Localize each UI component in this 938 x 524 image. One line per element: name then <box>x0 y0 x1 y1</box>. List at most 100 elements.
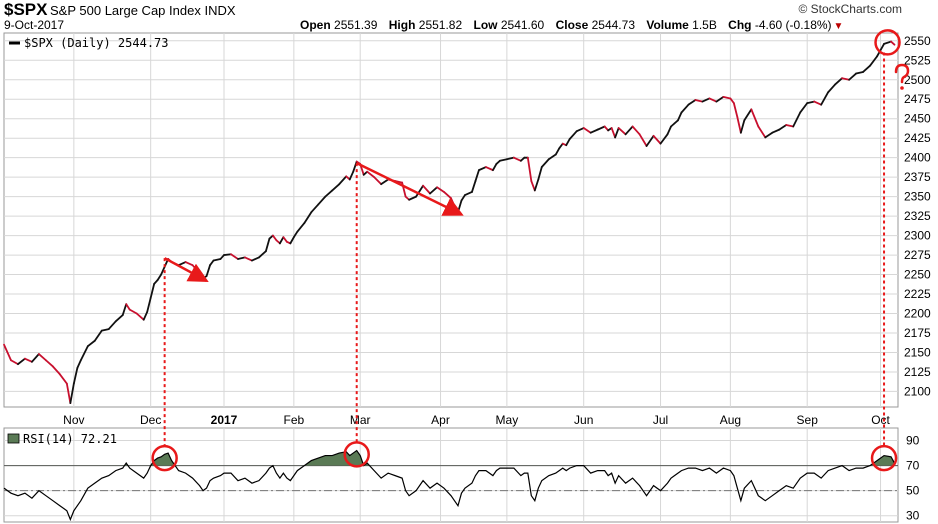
price-tick-label: 2200 <box>904 307 931 321</box>
price-line-segment <box>589 128 599 134</box>
change-value: -4.60 (-0.18%) <box>754 18 832 32</box>
price-line-segment <box>512 156 522 162</box>
price-line-segment <box>827 83 837 94</box>
price-line-segment <box>614 127 620 139</box>
price-line-segment <box>223 253 232 256</box>
price-line-segment <box>505 156 515 161</box>
price-line-segment <box>820 91 830 106</box>
price-line-segment <box>464 191 473 196</box>
rsi-tick-label: 30 <box>906 509 920 523</box>
price-line-segment <box>624 125 634 136</box>
price-line-segment <box>485 166 494 172</box>
price-line-segment <box>230 253 239 260</box>
price-line-segment <box>251 256 260 262</box>
price-line-segment <box>474 169 480 182</box>
price-line-segment <box>366 170 376 179</box>
price-line-segment <box>659 133 669 145</box>
price-line-segment <box>177 261 187 267</box>
rsi-line <box>3 449 896 522</box>
price-line-segment <box>558 142 564 150</box>
price-line-segment <box>415 184 424 198</box>
rsi-overbought-fill <box>124 450 895 466</box>
price-line-segment <box>739 119 746 134</box>
price-line-segment <box>69 382 75 405</box>
volume-value: 1.5B <box>692 18 717 32</box>
price-tick-label: 2250 <box>904 268 931 282</box>
price-line-segment <box>3 343 12 362</box>
price-line-segment <box>813 100 823 106</box>
price-line-segment <box>45 359 54 368</box>
price-panel-frame <box>3 32 899 408</box>
price-tick-label: 2325 <box>904 209 931 223</box>
price-line-segment <box>338 175 348 186</box>
price-tick-label: 2450 <box>904 112 931 126</box>
price-tick-label: 2300 <box>904 229 931 243</box>
month-tick-label: Aug <box>720 413 741 427</box>
price-line-segment <box>373 176 383 186</box>
price-line-segment <box>565 138 571 147</box>
price-line-segment <box>135 312 145 321</box>
price-line-segment <box>806 100 816 105</box>
rsi-panel-frame <box>3 427 899 523</box>
price-line-segment <box>128 308 138 315</box>
price-line-segment <box>687 99 697 106</box>
price-line-segment <box>492 162 498 172</box>
price-line-segment <box>51 365 61 376</box>
price-line-segment <box>289 236 295 245</box>
price-line-segment <box>855 71 864 75</box>
price-line-segment <box>292 230 299 239</box>
price-tick-label: 2275 <box>904 248 931 262</box>
price-line-segment <box>631 125 641 136</box>
rsi-legend: RSI(14) 72.21 <box>23 432 117 446</box>
price-line-segment <box>125 303 131 311</box>
price-line-segment <box>575 127 585 133</box>
price-line-segment <box>478 166 487 172</box>
price-line-segment <box>547 153 557 161</box>
price-line-segment <box>876 43 885 58</box>
month-tick-label: Jun <box>574 413 593 427</box>
quote-summary: Open 2551.39 High 2551.82 Low 2541.60 Cl… <box>300 18 843 32</box>
price-line-segment <box>121 303 128 316</box>
price-line-segment <box>869 55 878 67</box>
month-tick-label: Mar <box>350 413 371 427</box>
price-line-segment <box>736 116 742 134</box>
rsi-tick-label: 90 <box>906 434 920 448</box>
price-line-segment <box>380 178 390 186</box>
price-line-segment <box>422 184 431 195</box>
price-line-segment <box>883 40 892 45</box>
price-tick-label: 2425 <box>904 131 931 145</box>
price-line-segment <box>715 95 725 103</box>
price-line-segment <box>701 97 711 103</box>
close-label: Close <box>555 18 589 32</box>
price-line-segment <box>72 367 79 385</box>
price-line-segment <box>750 108 760 128</box>
price-line-segment <box>666 125 672 136</box>
volume-label: Volume <box>646 18 689 32</box>
price-line-segment <box>237 256 246 260</box>
month-tick-label: May <box>496 413 519 427</box>
price-line-segment <box>79 345 89 362</box>
rsi-overbought-circle-mar <box>343 441 370 468</box>
rsi-legend-swatch <box>7 433 20 444</box>
high-label: High <box>388 18 416 32</box>
price-line-segment <box>540 158 550 168</box>
price-line-segment <box>652 134 662 145</box>
change-label: Chg <box>728 18 752 32</box>
price-tick-label: 2150 <box>904 345 931 359</box>
price-line-segment <box>533 178 540 192</box>
open-label: Open <box>300 18 331 32</box>
price-line-segment <box>778 124 788 131</box>
price-line-segment <box>76 359 82 369</box>
price-line-segment <box>617 127 627 136</box>
price-line-segment <box>645 134 655 147</box>
price-line-segment <box>265 237 271 253</box>
stockcharts-credit[interactable]: © StockCharts.com <box>798 2 902 16</box>
price-line-segment <box>58 373 68 385</box>
down-triangle-icon: ▼ <box>833 21 844 32</box>
close-value: 2544.73 <box>591 18 635 32</box>
price-line-segment <box>209 259 215 267</box>
price-line-segment <box>743 108 753 122</box>
price-line-segment <box>554 147 561 156</box>
price-line-segment <box>530 180 536 192</box>
